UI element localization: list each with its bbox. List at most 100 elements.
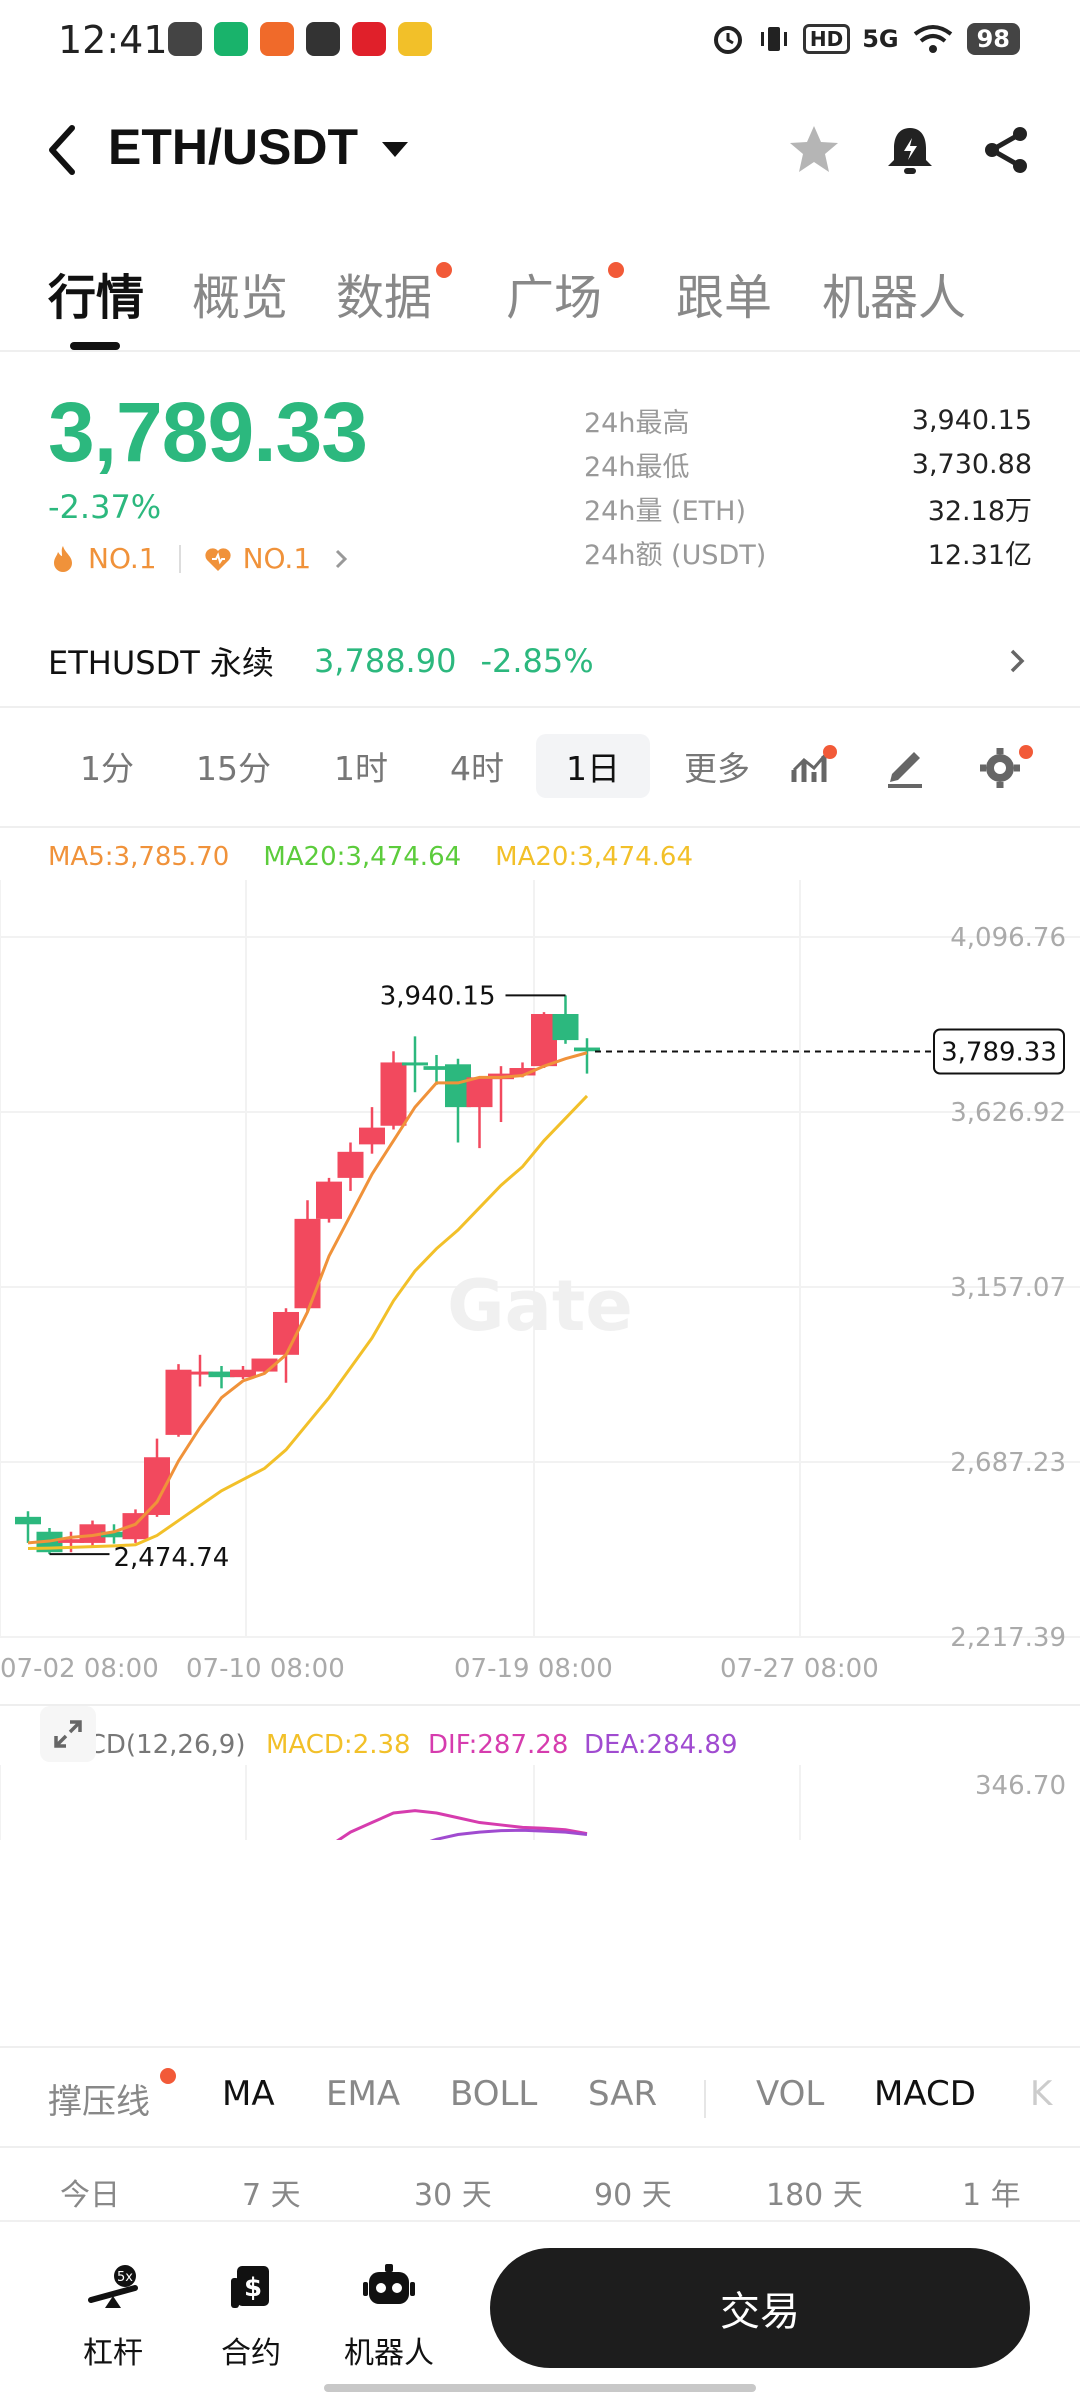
dif-value: DIF:287.28 [428, 1730, 568, 1760]
draw-icon[interactable] [880, 742, 930, 792]
candle-body [574, 1047, 600, 1052]
bot-button[interactable]: 机器人 [334, 2260, 444, 2372]
indicator-support-resistance[interactable]: 撑压线 [48, 2082, 150, 2122]
stat-volume: 24h量 (ETH) 32.18万 [584, 495, 1032, 527]
status-bar: 12:41 HD 5G 98 [0, 0, 1080, 80]
indicator-macd[interactable]: MACD [874, 2074, 976, 2114]
star-icon[interactable] [786, 122, 842, 178]
tab-copy-trading[interactable]: 跟单 [676, 270, 773, 326]
vibrate-icon [760, 27, 787, 51]
y-tick-label: 3,626.92 [950, 1098, 1066, 1128]
indicator-settings-icon[interactable] [788, 742, 838, 792]
tab-overview[interactable]: 概览 [192, 270, 289, 326]
tab-data[interactable]: 数据 [336, 270, 433, 326]
indicator-boll[interactable]: BOLL [450, 2074, 538, 2114]
y-tick-label: 3,157.07 [950, 1273, 1066, 1303]
indicator-dot [160, 2068, 176, 2084]
perpetual-link[interactable]: ETHUSDT 永续 3,788.90 -2.85% [48, 636, 1032, 686]
candle-body [359, 1127, 385, 1145]
indicator-ma[interactable]: MA [222, 2074, 275, 2114]
app-icon-5 [352, 22, 386, 56]
macd-y-tick: 346.70 [975, 1771, 1066, 1801]
tab-bots[interactable]: 机器人 [822, 270, 967, 326]
chevron-right-icon [1010, 649, 1025, 673]
range-7d[interactable]: 7 天 [242, 2178, 301, 2213]
interval-more[interactable]: 更多 [684, 749, 750, 788]
interval-4h[interactable]: 4时 [450, 749, 504, 788]
main-tabs: 行情 概览 数据 广场 跟单 机器人 [0, 250, 1080, 350]
candlestick-chart[interactable]: 4,096.76 3,626.92 3,157.07 2,687.23 2,217.39… [0, 880, 1080, 1840]
ma5-line [27, 1051, 588, 1545]
tab-market[interactable]: 行情 [48, 270, 145, 326]
tab-square[interactable]: 广场 [506, 270, 603, 326]
rank-row[interactable]: NO.1 NO.1 [48, 542, 353, 575]
notification-icons [168, 22, 432, 56]
candle-body [466, 1077, 493, 1108]
ma-legend: MA5:3,785.70 MA20:3,474.64 MA20:3,474.64 [48, 842, 693, 872]
home-indicator [324, 2384, 756, 2392]
rank-hot: NO.1 [88, 542, 157, 575]
indicator-vol[interactable]: VOL [756, 2074, 825, 2114]
range-today[interactable]: 今日 [60, 2178, 120, 2213]
interval-1d[interactable]: 1日 [536, 734, 650, 798]
interval-15m[interactable]: 15分 [196, 749, 271, 788]
heart-icon [204, 547, 231, 571]
dea-line [429, 1828, 588, 1840]
app-icon-3 [260, 22, 294, 56]
ma20-legend: MA20:3,474.64 [263, 842, 462, 872]
contract-button[interactable]: $ 合约 [196, 2260, 306, 2372]
pair-title[interactable]: ETH/USDT [108, 119, 358, 175]
contract-icon: $ [231, 2266, 269, 2308]
hd-badge: HD [802, 24, 851, 54]
candle-body [316, 1181, 342, 1219]
interval-1h[interactable]: 1时 [334, 749, 388, 788]
app-icon-2 [214, 22, 248, 56]
x-tick-label: 07-10 08:00 [186, 1654, 345, 1684]
rank-fav: NO.1 [242, 542, 312, 575]
range-30d[interactable]: 30 天 [414, 2178, 492, 2213]
trade-button[interactable]: 交易 [490, 2248, 1030, 2368]
candle-body [165, 1369, 192, 1435]
indicator-kdj[interactable]: K [1030, 2074, 1053, 2114]
range-90d[interactable]: 90 天 [594, 2178, 672, 2213]
robot-icon [363, 2264, 415, 2304]
gear-icon[interactable] [976, 742, 1036, 792]
range-180d[interactable]: 180 天 [766, 2178, 863, 2213]
leverage-icon: 5x [88, 2265, 138, 2308]
y-tick-label: 4,096.76 [950, 923, 1066, 953]
pair-dropdown-icon[interactable] [382, 142, 408, 157]
candle-body [423, 1066, 450, 1070]
bottom-bar: 5x 杠杆 $ 合约 机器人 交易 [0, 2220, 1080, 2400]
candle-body [294, 1218, 321, 1309]
interval-selector: 1分 15分 1时 4时 1日 更多 [0, 728, 1080, 808]
signal-label: 5G [862, 25, 899, 53]
header: ETH/USDT [0, 100, 1080, 200]
status-right: HD 5G 98 [711, 22, 1020, 56]
candle-body [230, 1369, 256, 1378]
back-icon[interactable] [42, 122, 82, 178]
share-icon[interactable] [978, 122, 1034, 178]
leverage-button[interactable]: 5x 杠杆 [58, 2260, 168, 2372]
candle-body [337, 1151, 364, 1178]
svg-text:5x: 5x [117, 2270, 133, 2285]
interval-1m[interactable]: 1分 [80, 749, 134, 788]
dif-line [335, 1809, 588, 1840]
dea-value: DEA:284.89 [584, 1730, 738, 1760]
change-percent: -2.37% [48, 488, 162, 526]
macd-value: MACD:2.38 [266, 1730, 411, 1760]
fullscreen-icon[interactable] [40, 1706, 96, 1762]
y-tick-label: 2,687.23 [950, 1448, 1066, 1478]
candle-body [509, 1068, 536, 1076]
range-tabs: 今日 7 天 30 天 90 天 180 天 1 年 [0, 2162, 1080, 2222]
max-price-label: 3,940.15 [380, 981, 496, 1011]
indicator-sar[interactable]: SAR [588, 2074, 658, 2114]
indicator-ema[interactable]: EMA [326, 2074, 401, 2114]
perp-price: 3,788.90 [313, 642, 457, 680]
tab-active-indicator [70, 342, 120, 350]
flame-icon [54, 545, 72, 572]
price-alert-icon[interactable] [882, 122, 938, 178]
range-1y[interactable]: 1 年 [962, 2178, 1021, 2213]
svg-text:$: $ [244, 2273, 262, 2303]
app-icon-1 [168, 22, 202, 56]
candle-body [187, 1371, 213, 1375]
